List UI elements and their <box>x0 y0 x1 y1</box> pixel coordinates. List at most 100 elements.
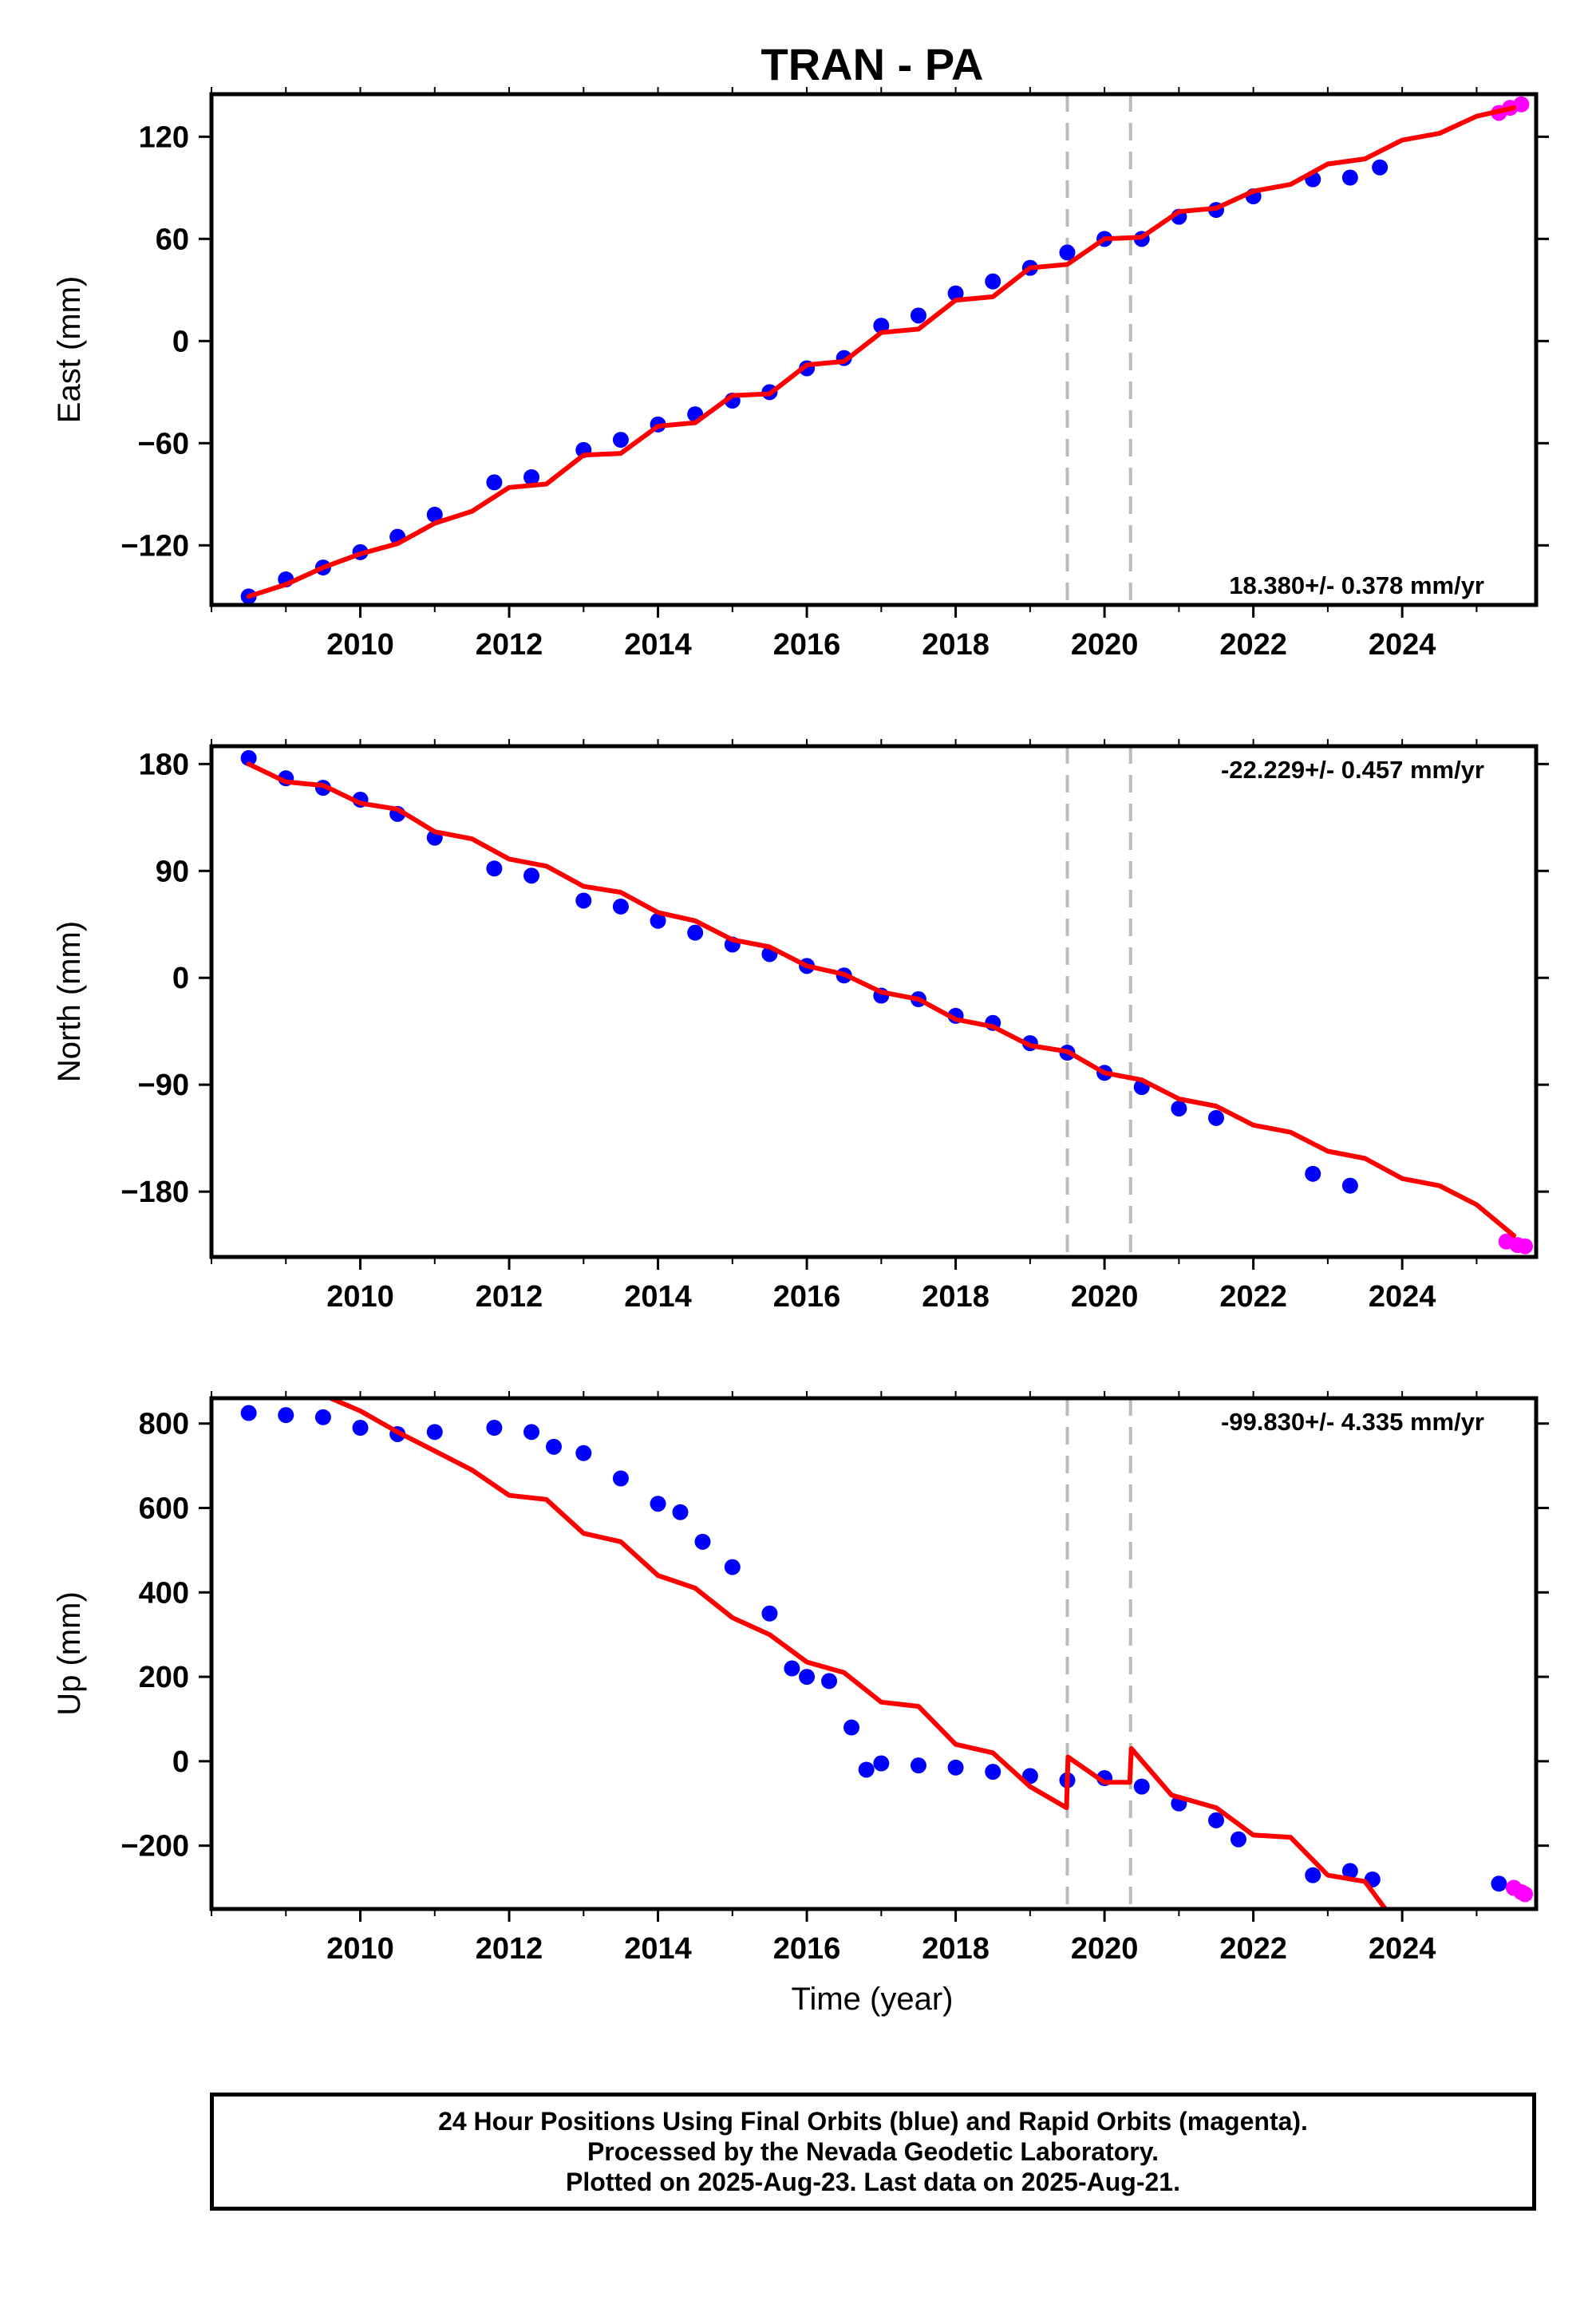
east-x-tick-label: 2018 <box>922 628 990 662</box>
footer-box: 24 Hour Positions Using Final Orbits (bl… <box>210 2093 1536 2211</box>
figure-title: TRAN - PA <box>761 39 984 89</box>
east-final-orbit-point <box>426 506 443 523</box>
up-final-orbit-point <box>1207 1812 1224 1828</box>
up-y-tick-label: 600 <box>139 1492 189 1526</box>
east-x-tick-label: 2010 <box>326 628 394 662</box>
east-y-tick-label: −60 <box>138 427 189 460</box>
east-final-orbit-point <box>523 469 540 485</box>
north-rate-label: -22.229+/- 0.457 mm/yr <box>1221 756 1484 784</box>
north-final-orbit-point <box>575 892 592 909</box>
up-model-line <box>328 1398 1389 1909</box>
up-final-orbit-point <box>910 1757 926 1774</box>
east-final-orbit-point <box>612 432 629 449</box>
up-final-orbit-point <box>650 1496 666 1512</box>
east-x-tick-label: 2022 <box>1219 628 1287 662</box>
east-final-orbit-point <box>910 307 926 324</box>
east-final-orbit-point <box>1341 169 1358 186</box>
up-final-orbit-point <box>426 1424 443 1441</box>
footer-line-3: Plotted on 2025-Aug-23. Last data on 202… <box>566 2168 1180 2196</box>
east-y-axis-label: East (mm) <box>52 276 87 423</box>
north-x-tick-label: 2014 <box>624 1280 692 1314</box>
north-y-tick-label: 180 <box>139 748 189 781</box>
north-final-orbit-point <box>612 898 629 915</box>
up-panel: 2010 2012 2014 2016 2018 2020 2022 2024 800 600 40… <box>52 1391 1549 1966</box>
north-rapid-orbit-point <box>1517 1238 1534 1255</box>
up-final-orbit-point <box>1133 1778 1150 1795</box>
up-final-orbit-point <box>694 1533 711 1550</box>
up-x-tick-label: 2020 <box>1071 1932 1139 1966</box>
north-y-tick-label: −180 <box>120 1176 189 1209</box>
north-final-orbit-point <box>1207 1109 1224 1126</box>
up-final-orbit-point <box>575 1445 592 1461</box>
north-panel: 2010 2012 2014 2016 2018 2020 2022 2024 180 90 0 −9… <box>52 739 1549 1314</box>
north-plot-area <box>240 749 1534 1255</box>
up-final-orbit-point <box>985 1764 1001 1780</box>
east-model-line <box>246 105 1516 599</box>
up-y-tick-label: 400 <box>139 1576 189 1610</box>
up-final-orbit-point <box>947 1759 964 1776</box>
east-final-orbit-point <box>1372 159 1389 176</box>
up-final-orbit-point <box>352 1420 369 1437</box>
east-rapid-orbit-point <box>1513 96 1530 113</box>
north-x-tick-label: 2024 <box>1369 1280 1436 1314</box>
east-final-orbit-point <box>947 285 964 302</box>
up-x-tick-label: 2012 <box>476 1932 543 1966</box>
up-final-orbit-point <box>858 1761 875 1778</box>
up-y-tick-label: 800 <box>139 1408 189 1441</box>
up-final-orbit-point <box>1341 1863 1358 1879</box>
up-x-tick-label: 2010 <box>326 1932 394 1966</box>
up-final-orbit-point <box>486 1420 503 1437</box>
east-rate-label: 18.380+/- 0.378 mm/yr <box>1229 571 1484 599</box>
up-final-orbit-point <box>612 1470 629 1487</box>
up-y-tick-label: −200 <box>120 1830 189 1863</box>
east-plot-area <box>240 96 1530 605</box>
north-final-orbit-point <box>486 860 503 877</box>
up-y-axis-label: Up (mm) <box>52 1591 87 1716</box>
up-final-orbit-point <box>523 1424 540 1441</box>
up-final-orbit-point <box>724 1559 741 1575</box>
north-final-orbit-point <box>1171 1100 1187 1117</box>
up-final-orbit-point <box>240 1405 257 1421</box>
footer-line-2: Processed by the Nevada Geodetic Laborat… <box>587 2137 1159 2166</box>
up-final-orbit-point <box>873 1755 890 1772</box>
east-y-tick-label: 0 <box>172 325 189 358</box>
up-final-orbit-point <box>545 1438 562 1455</box>
up-final-orbit-point <box>784 1660 800 1677</box>
up-final-orbit-point <box>314 1409 331 1425</box>
up-final-orbit-point <box>761 1605 778 1622</box>
east-final-orbit-point <box>873 318 890 334</box>
north-frame <box>209 744 1539 1259</box>
footer-line-1: 24 Hour Positions Using Final Orbits (bl… <box>438 2107 1308 2136</box>
east-x-tick-label: 2014 <box>624 628 692 662</box>
up-final-orbit-point <box>1230 1831 1246 1848</box>
up-x-tick-label: 2018 <box>922 1932 990 1966</box>
north-y-tick-label: 90 <box>156 855 189 888</box>
north-x-tick-label: 2010 <box>326 1280 394 1314</box>
up-final-orbit-point <box>1491 1875 1507 1892</box>
north-final-orbit-point <box>1341 1177 1358 1194</box>
north-y-tick-label: 0 <box>172 962 189 995</box>
up-x-tick-label: 2014 <box>624 1932 692 1966</box>
north-y-axis-label: North (mm) <box>52 921 87 1082</box>
north-final-orbit-point <box>650 912 666 929</box>
east-final-orbit-point <box>486 474 503 491</box>
up-final-orbit-point <box>1305 1867 1321 1883</box>
north-x-tick-label: 2016 <box>773 1280 841 1314</box>
north-final-orbit-point <box>687 924 704 941</box>
north-y-tick-label: −90 <box>138 1069 189 1102</box>
x-axis-label: Time (year) <box>792 1982 954 2017</box>
north-final-orbit-point <box>240 749 257 766</box>
north-model-line <box>246 761 1516 1239</box>
east-panel: 2010 2012 2014 2016 2018 2020 2022 2024 120 60 0 −6… <box>52 87 1549 662</box>
east-final-orbit-point <box>1059 244 1076 261</box>
up-x-tick-label: 2024 <box>1369 1932 1436 1966</box>
east-frame <box>209 92 1539 607</box>
east-y-tick-label: 120 <box>139 121 189 154</box>
east-y-tick-label: −120 <box>120 529 189 563</box>
up-x-tick-label: 2022 <box>1219 1932 1287 1966</box>
up-final-orbit-point <box>672 1504 689 1520</box>
north-x-tick-label: 2022 <box>1219 1280 1287 1314</box>
north-x-tick-label: 2020 <box>1071 1280 1139 1314</box>
east-x-tick-label: 2020 <box>1071 628 1139 662</box>
